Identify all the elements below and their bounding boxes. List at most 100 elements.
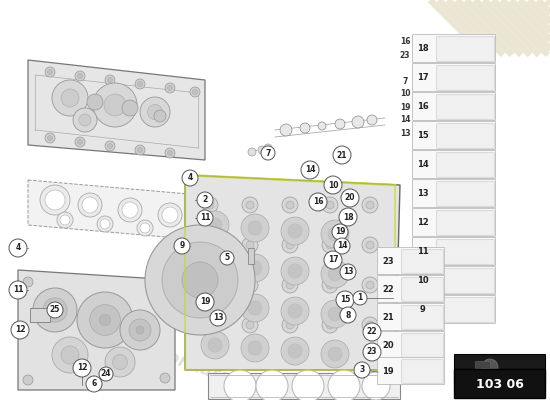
Circle shape (208, 258, 222, 272)
Circle shape (33, 288, 77, 332)
Circle shape (206, 241, 214, 249)
FancyBboxPatch shape (377, 276, 444, 302)
Text: 23: 23 (367, 348, 377, 356)
Circle shape (162, 207, 178, 223)
Circle shape (280, 124, 292, 136)
Text: 15: 15 (417, 131, 429, 140)
FancyBboxPatch shape (377, 304, 444, 330)
Circle shape (79, 114, 91, 126)
Circle shape (281, 257, 309, 285)
Text: 11: 11 (13, 286, 23, 294)
Text: 12: 12 (15, 326, 25, 334)
Circle shape (282, 197, 298, 213)
Circle shape (301, 161, 319, 179)
Text: 11: 11 (417, 247, 429, 256)
Circle shape (366, 241, 374, 249)
Circle shape (248, 341, 262, 355)
Circle shape (242, 277, 258, 293)
Circle shape (210, 310, 226, 326)
Text: 24: 24 (101, 370, 111, 378)
Circle shape (82, 197, 98, 213)
Circle shape (129, 319, 151, 341)
Circle shape (206, 201, 214, 209)
Circle shape (168, 86, 173, 90)
Circle shape (336, 291, 354, 309)
Circle shape (332, 224, 348, 240)
Circle shape (326, 281, 334, 289)
Circle shape (321, 340, 349, 368)
Circle shape (324, 251, 342, 269)
Circle shape (288, 304, 302, 318)
FancyBboxPatch shape (437, 298, 494, 322)
Circle shape (9, 239, 27, 257)
Circle shape (197, 192, 213, 208)
Circle shape (40, 185, 70, 215)
Circle shape (201, 331, 229, 359)
Text: 17: 17 (417, 73, 429, 82)
Circle shape (328, 307, 342, 321)
Circle shape (73, 108, 97, 132)
FancyBboxPatch shape (402, 250, 443, 273)
Text: 16: 16 (313, 198, 323, 206)
Circle shape (23, 277, 33, 287)
Circle shape (328, 347, 342, 361)
Circle shape (202, 317, 218, 333)
Text: 9: 9 (179, 242, 185, 250)
Circle shape (353, 291, 367, 305)
Text: 13: 13 (343, 268, 353, 276)
FancyBboxPatch shape (377, 358, 444, 384)
Circle shape (136, 326, 144, 334)
Text: 1: 1 (358, 294, 362, 302)
Circle shape (328, 267, 342, 281)
Circle shape (201, 251, 229, 279)
Circle shape (208, 338, 222, 352)
Circle shape (145, 225, 255, 335)
Circle shape (281, 337, 309, 365)
Text: 14: 14 (305, 166, 315, 174)
Circle shape (328, 370, 360, 400)
Circle shape (286, 201, 294, 209)
Circle shape (135, 79, 145, 89)
Circle shape (45, 67, 55, 77)
Circle shape (288, 224, 302, 238)
Circle shape (45, 133, 55, 143)
Text: 17: 17 (328, 256, 338, 264)
Circle shape (105, 347, 135, 377)
FancyBboxPatch shape (412, 150, 496, 178)
Text: 18: 18 (343, 212, 353, 222)
Text: 14: 14 (400, 116, 410, 124)
Circle shape (246, 201, 254, 209)
Text: 23: 23 (400, 50, 410, 60)
Circle shape (140, 223, 150, 233)
Circle shape (60, 215, 70, 225)
Circle shape (201, 291, 229, 319)
Text: 23: 23 (382, 256, 394, 266)
Circle shape (282, 237, 298, 253)
FancyBboxPatch shape (412, 64, 496, 92)
Circle shape (335, 119, 345, 129)
Circle shape (160, 280, 170, 290)
Circle shape (43, 298, 67, 322)
Circle shape (248, 221, 262, 235)
Text: 6: 6 (91, 380, 97, 388)
Circle shape (174, 238, 190, 254)
Circle shape (241, 254, 269, 282)
Circle shape (362, 372, 390, 400)
Circle shape (246, 321, 254, 329)
Circle shape (241, 334, 269, 362)
Circle shape (321, 300, 349, 328)
Circle shape (282, 277, 298, 293)
Circle shape (61, 89, 79, 107)
Circle shape (182, 262, 218, 298)
Circle shape (322, 277, 338, 293)
FancyBboxPatch shape (437, 269, 494, 293)
Circle shape (52, 80, 88, 116)
Circle shape (363, 323, 381, 341)
Circle shape (362, 197, 378, 213)
Circle shape (248, 148, 256, 156)
Text: 16: 16 (417, 102, 429, 111)
FancyBboxPatch shape (437, 153, 494, 177)
Circle shape (281, 297, 309, 325)
Text: 25: 25 (50, 306, 60, 314)
Text: 4: 4 (15, 244, 21, 252)
